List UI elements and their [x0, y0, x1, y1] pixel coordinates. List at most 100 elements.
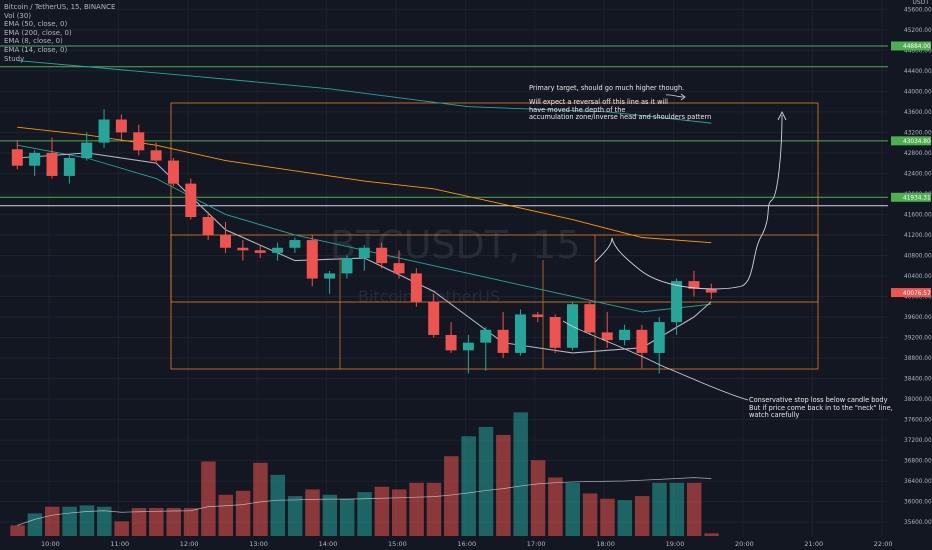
candle-body[interactable] — [98, 119, 110, 143]
volume-bar — [513, 412, 528, 536]
volume-bar — [45, 506, 60, 536]
candle-body[interactable] — [341, 258, 353, 274]
volume-bar — [97, 506, 112, 536]
candle-body[interactable] — [653, 322, 665, 353]
legend-line: Study — [4, 54, 25, 63]
candle-body[interactable] — [601, 332, 613, 341]
price-tick-label: 41600.00 — [904, 212, 932, 218]
time-tick-label: 18:00 — [596, 540, 615, 548]
price-tick-label: 37200.00 — [904, 438, 932, 444]
volume-bar — [478, 426, 494, 536]
candle-body[interactable] — [46, 152, 58, 176]
candle-body[interactable] — [63, 158, 75, 176]
candle-body[interactable] — [220, 234, 231, 248]
candle-body[interactable] — [428, 301, 440, 335]
candle-body[interactable] — [11, 149, 23, 166]
volume-bar — [652, 482, 667, 536]
candle-body[interactable] — [688, 281, 700, 289]
candle-body[interactable] — [393, 263, 405, 274]
volume-bar — [201, 461, 216, 536]
volume-bar — [27, 513, 43, 536]
price-tick-label: 39600.00 — [904, 315, 932, 321]
volume-ma-line — [17, 477, 712, 526]
candle-body[interactable] — [549, 317, 561, 348]
candle-body[interactable] — [272, 247, 284, 253]
candle-body[interactable] — [185, 183, 197, 217]
candle-body[interactable] — [497, 329, 509, 353]
volume-bar — [114, 521, 129, 536]
price-label-text: 43034.80 — [903, 139, 931, 145]
stop-loss-note: Conservative stop loss below candle body… — [749, 396, 893, 420]
time-tick-label: 13:00 — [249, 540, 268, 548]
volume-bar — [704, 533, 719, 536]
price-tick-label: 36800.00 — [904, 459, 932, 465]
candle-body[interactable] — [81, 142, 93, 159]
candle-body[interactable] — [376, 247, 388, 264]
price-tick-label: 44000.00 — [904, 89, 932, 95]
candle-body[interactable] — [150, 150, 162, 161]
candle-body[interactable] — [671, 281, 683, 323]
chart-legend: Bitcoin / TetherUS, 15, BINANCE Vol (30)… — [4, 3, 115, 63]
volume-bar — [305, 489, 320, 536]
candle-body[interactable] — [115, 119, 127, 133]
price-tick-label: 45600.00 — [904, 7, 932, 13]
volume-bar — [79, 505, 95, 536]
watermark-symbol: BTCUSDT, 15 — [330, 223, 581, 267]
target-arrow-head — [680, 93, 686, 101]
candle-body[interactable] — [532, 314, 544, 318]
candle-body[interactable] — [358, 247, 370, 259]
price-tick-label: 44800.00 — [904, 48, 932, 54]
volume-bar — [530, 460, 546, 536]
candle-body[interactable] — [202, 216, 214, 235]
candle-body[interactable] — [705, 288, 717, 293]
neck-box[interactable] — [170, 234, 819, 303]
candle-body[interactable] — [324, 273, 336, 279]
volume-bar — [218, 494, 233, 536]
price-axis-unit: USDT — [912, 0, 930, 6]
time-tick-label: 10:00 — [41, 540, 60, 548]
price-tick-label: 42800.00 — [904, 151, 932, 157]
time-tick-label: 19:00 — [666, 540, 685, 548]
time-tick-label: 21:00 — [804, 540, 823, 548]
candle-body[interactable] — [462, 342, 474, 351]
volume-bar — [444, 456, 459, 536]
time-tick-label: 12:00 — [180, 540, 199, 548]
price-tick-label: 44400.00 — [904, 69, 932, 75]
candle-body[interactable] — [289, 240, 301, 248]
volume-bar — [686, 482, 702, 536]
legend-line: EMA (8, close, 0) — [4, 37, 63, 46]
volume-bar — [149, 508, 164, 536]
time-tick-label: 20:00 — [735, 540, 754, 548]
price-tick-label: 45200.00 — [904, 28, 932, 34]
time-tick-label: 11:00 — [110, 540, 129, 548]
candle-body[interactable] — [619, 329, 631, 341]
legend-line: EMA (200, close, 0) — [4, 28, 72, 37]
candle-body[interactable] — [480, 329, 492, 343]
candle-body[interactable] — [306, 240, 318, 279]
volume-bar — [634, 496, 650, 536]
candle-body[interactable] — [133, 132, 145, 151]
price-label-text: 40076.57 — [903, 291, 931, 297]
price-tick-label: 40000.00 — [904, 294, 932, 300]
candle-body[interactable] — [514, 314, 526, 353]
candle-body[interactable] — [584, 304, 596, 333]
time-tick-label: 17:00 — [527, 540, 546, 548]
candle-body[interactable] — [237, 247, 249, 251]
candle-body[interactable] — [167, 160, 179, 184]
candle-body[interactable] — [254, 250, 266, 253]
legend-title: Bitcoin / TetherUS, 15, BINANCE — [4, 3, 116, 11]
time-tick-label: 16:00 — [457, 540, 476, 548]
price-label-text: 44884.00 — [903, 44, 931, 50]
candle-body[interactable] — [29, 152, 41, 166]
candle-body[interactable] — [410, 273, 422, 302]
price-tick-label: 41200.00 — [904, 233, 932, 239]
candle-body[interactable] — [636, 329, 648, 353]
candle-body[interactable] — [445, 334, 457, 351]
reversal-note: Will expect a reversal off this line as … — [529, 98, 712, 122]
target-arrow — [665, 94, 685, 98]
price-tick-label: 40800.00 — [904, 253, 932, 259]
price-tick-label: 36000.00 — [904, 500, 932, 506]
projection-path[interactable] — [594, 114, 783, 290]
price-label-box — [891, 192, 931, 202]
